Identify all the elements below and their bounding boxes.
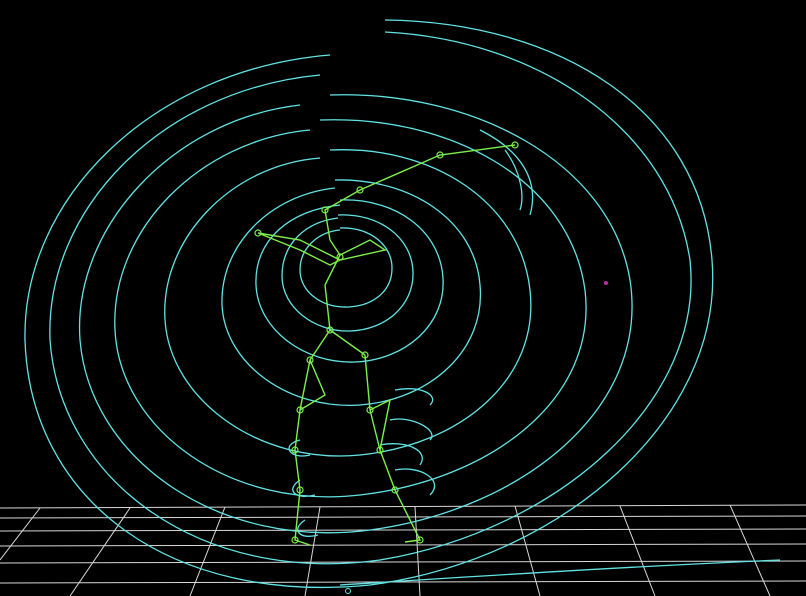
joint [291, 446, 299, 454]
joint [366, 406, 374, 414]
joint [296, 486, 304, 494]
trail [379, 388, 436, 496]
skeleton [254, 141, 519, 546]
joint [296, 406, 304, 414]
grid-line [0, 580, 806, 584]
trail [504, 149, 523, 211]
joint [356, 186, 364, 194]
grid-line [514, 505, 541, 596]
trail [255, 199, 444, 363]
grid-line [729, 504, 771, 596]
trail [114, 119, 587, 498]
marker [345, 588, 351, 594]
joint [254, 229, 262, 237]
joint [336, 253, 344, 261]
trail [164, 149, 532, 457]
trail [281, 214, 414, 332]
joint [306, 356, 314, 364]
grid-line [69, 507, 131, 596]
grid-line [304, 506, 321, 596]
grid-line [0, 560, 806, 564]
grid-line [0, 507, 41, 561]
grid-line [0, 528, 806, 532]
trail [221, 179, 482, 406]
joint [361, 351, 369, 359]
joint [321, 206, 329, 214]
trail [49, 31, 692, 565]
joint [511, 141, 519, 149]
bone [257, 144, 516, 266]
joint [436, 151, 444, 159]
trail [78, 94, 633, 534]
grid-line [0, 543, 806, 547]
bone [299, 359, 391, 451]
joint [376, 446, 384, 454]
joint [291, 536, 299, 544]
joint [326, 326, 334, 334]
joint [391, 486, 399, 494]
trail [479, 129, 534, 216]
grid-line [0, 515, 806, 519]
trail [339, 559, 781, 586]
grid-line [619, 505, 656, 596]
motion-trails [24, 19, 781, 589]
trail [24, 19, 714, 589]
floor-grid [0, 504, 806, 596]
grid-line [189, 506, 226, 596]
marker [604, 281, 608, 285]
joint [416, 536, 424, 544]
trail [299, 227, 393, 308]
